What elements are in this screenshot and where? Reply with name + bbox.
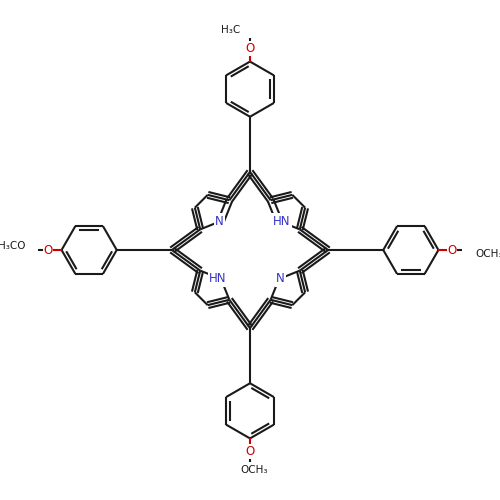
Text: O: O: [246, 445, 254, 458]
Text: H₃C: H₃C: [222, 25, 240, 35]
Text: O: O: [44, 244, 52, 256]
Text: H₃CO: H₃CO: [0, 241, 25, 251]
Text: N: N: [215, 214, 224, 228]
Text: HN: HN: [210, 272, 227, 285]
Text: O: O: [246, 42, 254, 55]
Text: OCH₃: OCH₃: [240, 465, 268, 475]
Text: OCH₃: OCH₃: [475, 249, 500, 259]
Text: HN: HN: [273, 214, 290, 228]
Text: N: N: [276, 272, 285, 285]
Text: O: O: [448, 244, 456, 256]
